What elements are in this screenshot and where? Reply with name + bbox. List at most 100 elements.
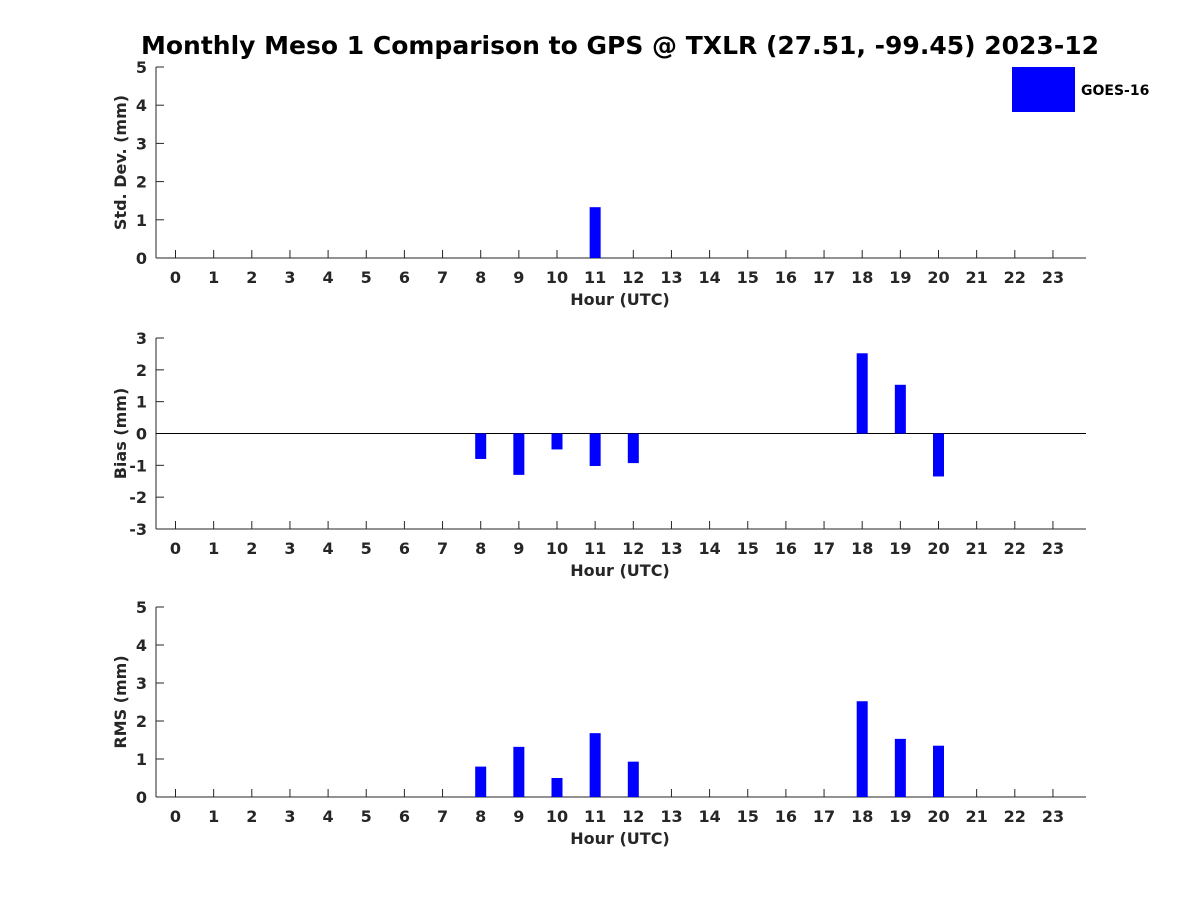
chart-title: Monthly Meso 1 Comparison to GPS @ TXLR … — [141, 31, 1099, 60]
x-tick-label: 9 — [513, 268, 524, 287]
x-tick-label: 3 — [284, 807, 295, 826]
x-tick-label: 8 — [475, 539, 486, 558]
x-tick-label: 19 — [889, 268, 911, 287]
bar-hour-11 — [589, 433, 601, 466]
x-tick-label: 16 — [775, 268, 797, 287]
bar-hour-11 — [589, 207, 601, 258]
x-tick-label: 18 — [851, 807, 873, 826]
y-axis-label: Std. Dev. (mm) — [111, 95, 130, 230]
y-tick-label: 2 — [136, 712, 147, 731]
bar-hour-19 — [894, 738, 906, 797]
y-tick-label: -1 — [129, 456, 147, 475]
x-tick-label: 2 — [246, 807, 257, 826]
x-tick-label: 15 — [737, 807, 759, 826]
x-tick-label: 8 — [475, 268, 486, 287]
x-tick-label: 7 — [437, 268, 448, 287]
x-tick-label: 1 — [208, 807, 219, 826]
x-tick-label: 10 — [546, 807, 568, 826]
x-tick-label: 3 — [284, 539, 295, 558]
x-tick-label: 20 — [927, 539, 949, 558]
bar-hour-8 — [475, 766, 487, 797]
x-tick-label: 1 — [208, 539, 219, 558]
bar-hour-20 — [933, 433, 944, 477]
x-tick-label: 12 — [622, 539, 644, 558]
x-tick-label: 14 — [698, 268, 720, 287]
x-tick-label: 12 — [622, 807, 644, 826]
x-tick-label: 23 — [1042, 539, 1064, 558]
y-tick-label: 1 — [136, 750, 147, 769]
x-tick-label: 10 — [546, 539, 568, 558]
bar-hour-9 — [513, 746, 525, 797]
bar-hour-12 — [627, 761, 639, 797]
x-tick-label: 20 — [927, 268, 949, 287]
x-tick-label: 11 — [584, 268, 606, 287]
x-tick-label: 19 — [889, 539, 911, 558]
x-tick-label: 14 — [698, 539, 720, 558]
bar-hour-18 — [856, 353, 868, 434]
x-tick-label: 11 — [584, 807, 606, 826]
x-tick-label: 7 — [437, 539, 448, 558]
x-tick-label: 0 — [170, 807, 181, 826]
x-tick-label: 5 — [361, 807, 372, 826]
x-tick-label: 17 — [813, 539, 835, 558]
x-tick-label: 3 — [284, 268, 295, 287]
bar-hour-19 — [894, 384, 906, 434]
x-tick-label: 8 — [475, 807, 486, 826]
y-tick-label: -3 — [129, 520, 147, 539]
x-tick-label: 5 — [361, 539, 372, 558]
x-tick-label: 12 — [622, 268, 644, 287]
x-tick-label: 2 — [246, 268, 257, 287]
bar-hour-8 — [475, 433, 487, 459]
x-tick-label: 2 — [246, 539, 257, 558]
x-tick-label: 22 — [1004, 807, 1026, 826]
x-tick-label: 14 — [698, 807, 720, 826]
x-axis-label: Hour (UTC) — [570, 290, 670, 309]
y-tick-label: 2 — [136, 361, 147, 380]
y-tick-label: 4 — [136, 636, 147, 655]
x-tick-label: 4 — [323, 268, 334, 287]
x-tick-label: 6 — [399, 807, 410, 826]
x-tick-label: 4 — [323, 807, 334, 826]
bar-hour-12 — [627, 433, 639, 464]
x-tick-label: 5 — [361, 268, 372, 287]
x-tick-label: 13 — [660, 539, 682, 558]
x-tick-label: 20 — [927, 807, 949, 826]
x-tick-label: 21 — [966, 268, 988, 287]
x-tick-label: 17 — [813, 268, 835, 287]
bar-hour-10 — [551, 778, 563, 797]
x-tick-label: 21 — [966, 539, 988, 558]
x-tick-label: 6 — [399, 539, 410, 558]
y-tick-label: 0 — [136, 249, 147, 268]
legend-label: GOES-16 — [1081, 83, 1149, 99]
x-tick-label: 18 — [851, 539, 873, 558]
x-tick-label: 13 — [660, 807, 682, 826]
x-tick-label: 16 — [775, 807, 797, 826]
x-tick-label: 23 — [1042, 268, 1064, 287]
y-tick-label: 4 — [136, 96, 147, 115]
x-tick-label: 0 — [170, 268, 181, 287]
y-axis-label: Bias (mm) — [111, 388, 130, 480]
legend-swatch — [1012, 67, 1075, 112]
x-axis-label: Hour (UTC) — [570, 561, 670, 580]
x-tick-label: 18 — [851, 268, 873, 287]
x-tick-label: 23 — [1042, 807, 1064, 826]
x-tick-label: 19 — [889, 807, 911, 826]
y-tick-label: 0 — [136, 788, 147, 807]
x-tick-label: 15 — [737, 539, 759, 558]
y-tick-label: 1 — [136, 211, 147, 230]
x-tick-label: 10 — [546, 268, 568, 287]
y-tick-label: 3 — [136, 674, 147, 693]
bar-hour-10 — [551, 433, 563, 450]
y-tick-label: 3 — [136, 329, 147, 348]
x-tick-label: 16 — [775, 539, 797, 558]
y-tick-label: 5 — [136, 58, 147, 77]
y-tick-label: 3 — [136, 134, 147, 153]
y-tick-label: 0 — [136, 425, 147, 444]
x-tick-label: 22 — [1004, 268, 1026, 287]
x-tick-label: 17 — [813, 807, 835, 826]
bar-hour-9 — [513, 433, 525, 475]
